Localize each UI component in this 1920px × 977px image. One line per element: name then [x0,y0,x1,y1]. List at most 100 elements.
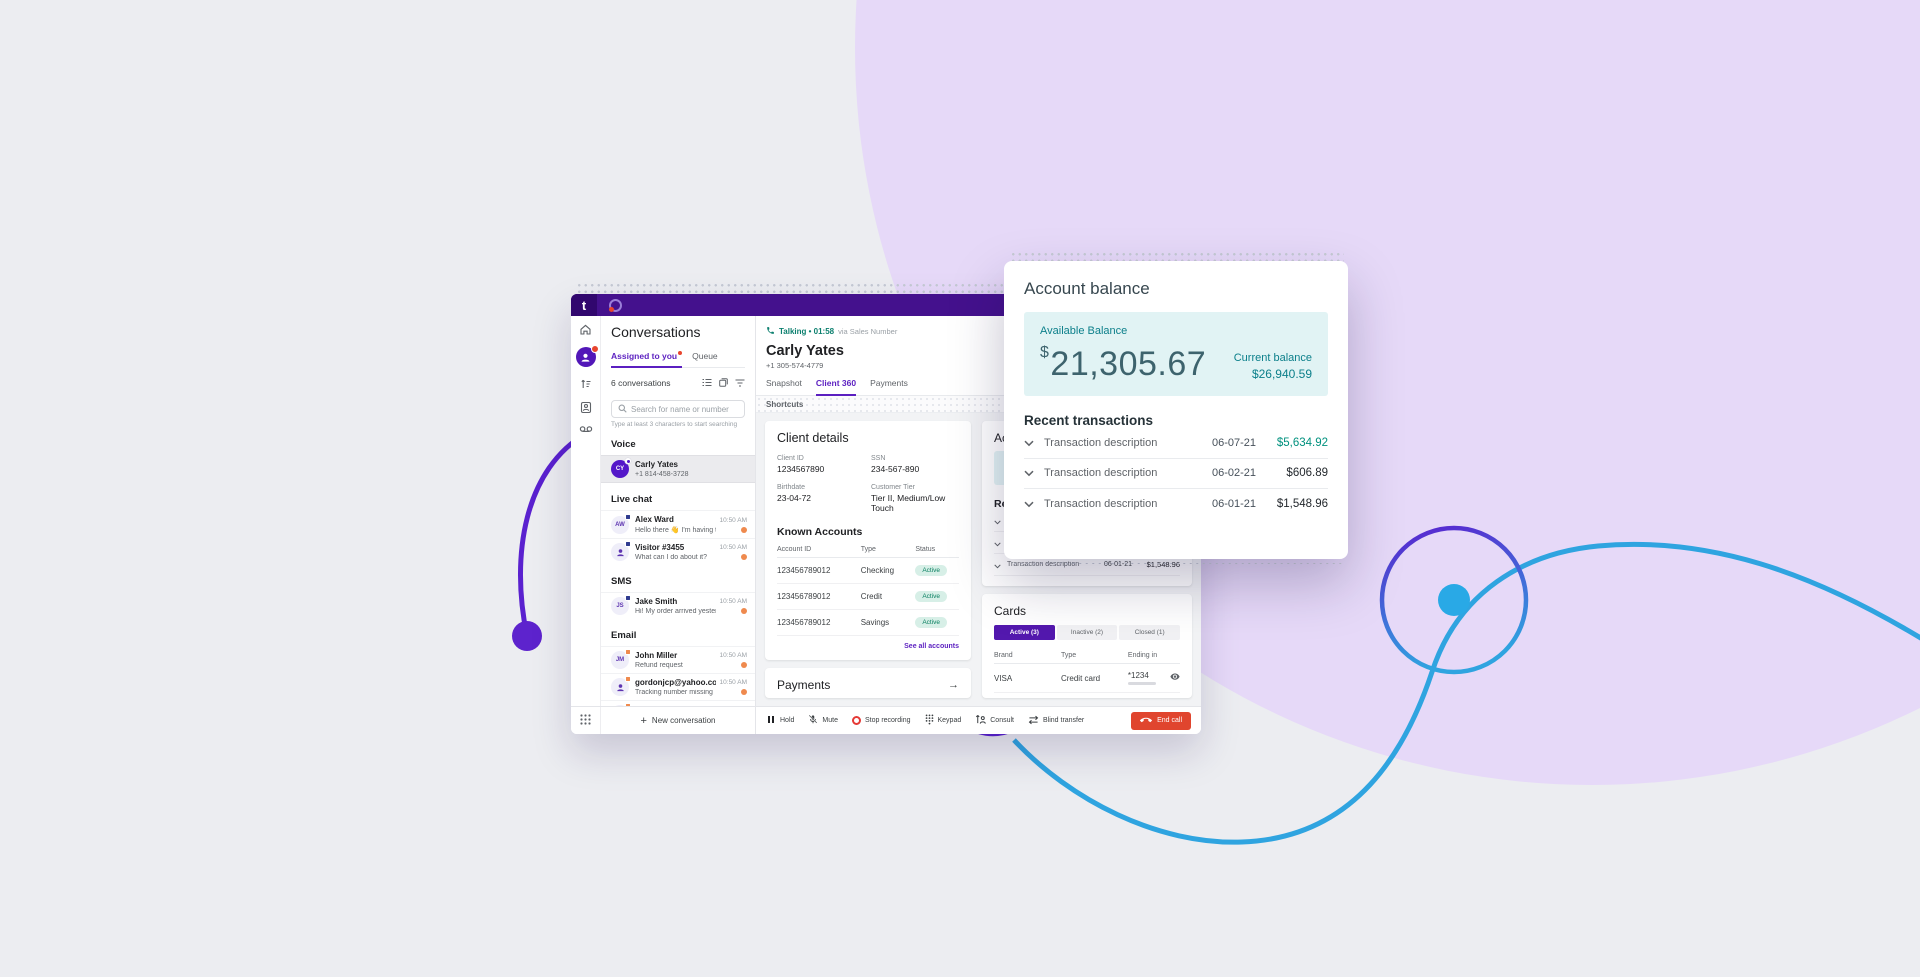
avatar: CY [611,458,631,478]
list-view-icon[interactable] [702,374,712,392]
client-tabs: Snapshot Client 360 Payments [756,370,1201,396]
message-preview: Refund request [635,662,683,669]
voicemail-icon[interactable] [579,425,593,434]
timestamp: 10:50 AM [719,516,747,524]
hangup-icon [1140,717,1153,725]
table-row[interactable]: 123456789012 Savings Active [777,609,959,637]
transaction-row[interactable]: Transaction description 06-01-21 $1,548.… [1024,489,1328,520]
queue-sort-icon[interactable] [580,378,592,390]
conversation-item-clipped[interactable] [601,700,755,706]
contacts-icon[interactable] [580,401,592,414]
pause-icon [768,716,776,725]
cards-title: Cards [994,604,1027,619]
tab-active-cards[interactable]: Active (3) [994,625,1055,641]
client-details-title: Client details [777,431,849,446]
assigned-alert-dot [678,351,683,355]
transaction-description: Transaction description [1044,436,1158,449]
email-badge-icon [625,676,631,682]
new-conversation-button[interactable]: + New conversation [601,707,756,734]
see-all-accounts-link[interactable]: See all accounts [904,643,959,651]
field-value: 1234567890 [777,464,825,475]
conversation-item-gordon[interactable]: gordonjcp@yahoo.com Tracking number missi… [601,673,755,700]
status-badge: Active [915,617,948,629]
avatar: JM [611,649,631,669]
contact-name: Jake Smith [635,597,678,606]
notification-badge [590,345,599,353]
eye-icon[interactable] [1170,673,1180,683]
contact-name: Carly Yates [635,460,678,469]
conversations-panel: Conversations Assigned to you Queue 6 co… [601,316,756,706]
column-header: Ending in [1127,649,1180,665]
keypad-button[interactable]: Keypad [925,714,961,727]
transaction-row[interactable]: Transaction description 06-02-21 $606.89 [1024,459,1328,489]
field-label: Client ID [777,455,804,463]
field-value: 234-567-890 [871,464,920,475]
nav-rail [571,316,601,706]
section-sms: SMS [611,576,632,587]
chevron-down-icon[interactable] [1024,495,1034,513]
apps-grid-icon[interactable] [580,712,591,730]
section-voice: Voice [611,439,636,450]
talkdesk-logo[interactable]: t [571,294,597,316]
avatar: AW [611,513,631,534]
split-view-icon[interactable] [719,374,728,392]
tab-snapshot[interactable]: Snapshot [766,378,802,388]
transaction-amount: $5,634.92 [1276,436,1328,449]
search-box[interactable] [611,400,745,418]
timestamp: 10:50 AM [719,679,747,686]
transaction-row[interactable]: Transaction description 06-01-21 $1,548.96 [994,554,1180,577]
record-icon [851,716,861,725]
conversations-icon[interactable] [575,345,599,367]
mute-button[interactable]: Mute [808,714,838,727]
chevron-down-icon[interactable] [994,534,1001,552]
chevron-down-icon[interactable] [1024,434,1034,452]
chevron-down-icon[interactable] [994,512,1001,530]
conversation-item-alex[interactable]: AW Alex Ward Hello there 👋 I'm having tro… [601,510,755,538]
transaction-description: Transaction description [1044,467,1158,480]
hold-button[interactable]: Hold [768,716,794,725]
message-preview: Tracking number missing [635,689,713,696]
conversation-item-john[interactable]: JM John Miller Refund request 10:50 AM [601,646,755,673]
tab-assigned-to-you[interactable]: Assigned to you [611,351,683,368]
unread-dot [741,662,747,668]
search-input[interactable] [631,404,738,414]
table-row[interactable]: 123456789012 Checking Active [777,557,959,585]
filter-icon[interactable] [735,374,745,392]
conversation-item-visitor[interactable]: Visitor #3455 What can I do about it? 10:… [601,538,755,565]
consult-button[interactable]: Consult [975,714,1014,727]
end-call-button[interactable]: End call [1131,711,1191,730]
tab-inactive-cards[interactable]: Inactive (2) [1056,625,1118,641]
chevron-down-icon[interactable] [1024,464,1034,482]
unread-dot [741,689,747,695]
tab-client-360[interactable]: Client 360 [815,378,857,396]
conversation-item-carly[interactable]: CY Carly Yates +1 814-458-3728 [601,455,755,483]
field-label: SSN [871,455,886,463]
stop-recording-button[interactable]: Stop recording [851,716,911,725]
arrow-right-icon[interactable]: → [948,679,959,692]
callbar-app-icon[interactable] [609,298,622,312]
call-via: via Sales Number [838,326,898,336]
chevron-down-icon[interactable] [994,556,1001,574]
transfer-arrows-icon [1028,715,1039,727]
chat-badge-icon [625,541,631,547]
tab-payments[interactable]: Payments [870,378,908,388]
tab-closed-cards[interactable]: Closed (1) [1119,625,1181,641]
table-row[interactable]: 123456789012 Credit Active [777,583,959,611]
tab-queue[interactable]: Queue [692,351,718,361]
transaction-row[interactable]: Transaction description 06-07-21 $5,634.… [1024,428,1328,459]
contact-name: Alex Ward [635,515,674,524]
overlay-recent-title: Recent transactions [1024,413,1154,428]
caller-name: Carly Yates [766,343,844,359]
call-toolbar: + New conversation Hold Mute Stop record… [571,706,1201,734]
blind-transfer-button[interactable]: Blind transfer [1028,715,1084,727]
search-helper-text: Type at least 3 characters to start sear… [611,421,738,428]
column-header: Type [860,543,916,559]
plus-icon: + [640,714,647,727]
account-balance-overlay: Account balance Available Balance $21,30… [1004,261,1348,559]
conversation-list: Voice CY Carly Yates +1 814-458-3728 Live… [601,428,755,706]
contact-name: gordonjcp@yahoo.com [635,678,716,687]
payments-card: Payments → Past due (Total of 4) Mortgag… [765,668,971,698]
conversation-item-jake[interactable]: JS Jake Smith Hi! My order arrived yester… [601,592,755,619]
table-row[interactable]: VISA Credit card *1234 [994,663,1180,694]
home-icon[interactable] [579,323,592,336]
